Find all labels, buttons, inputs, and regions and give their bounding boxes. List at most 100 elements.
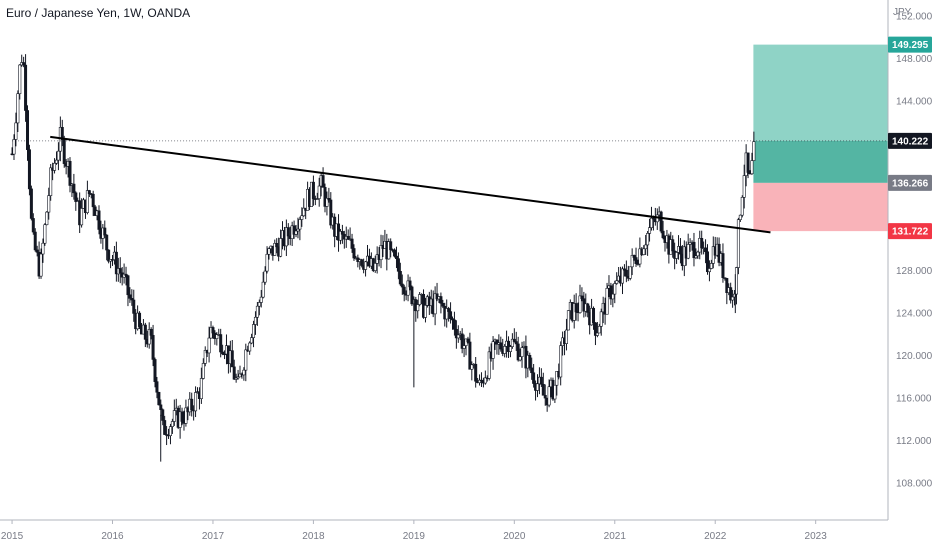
profit-zone[interactable] (753, 140, 888, 183)
candle-body (516, 343, 520, 361)
candle-body (408, 280, 412, 288)
candle-body (68, 160, 72, 186)
time-tick-label: 2016 (101, 531, 124, 542)
candle-body (263, 270, 267, 283)
price-badges: 149.295 140.222 136.266 131.722 (888, 36, 932, 240)
candle-body (321, 175, 325, 188)
candle-body (259, 296, 263, 303)
candle-body (296, 228, 300, 232)
candle-body (298, 219, 302, 230)
candle-body (541, 383, 545, 396)
time-tick-label: 2018 (302, 531, 325, 542)
candle-body (184, 407, 188, 424)
price-tick-label: 144.000 (896, 96, 932, 107)
candle-body (456, 334, 460, 339)
candle-body (207, 337, 211, 354)
candle-body (244, 349, 248, 371)
candle-body (740, 197, 744, 216)
candle-body (143, 324, 147, 340)
candle-body (327, 198, 331, 201)
candle-body (236, 376, 240, 379)
stop-zone[interactable] (753, 182, 888, 232)
candle-body (346, 236, 350, 240)
candle-body (396, 258, 400, 272)
candle-body (597, 325, 601, 334)
candle-body (746, 152, 750, 173)
candle-body (168, 426, 172, 436)
candle-body (611, 293, 615, 300)
candle-body (729, 287, 733, 301)
candle-body (317, 185, 321, 199)
candle-body (514, 341, 518, 345)
candle-body (33, 231, 37, 251)
candle-body (491, 341, 495, 359)
time-tick-label: 2023 (805, 531, 828, 542)
position-zones[interactable] (753, 44, 888, 232)
candle-body (574, 303, 578, 313)
trend-lines[interactable] (12, 135, 888, 234)
candle-body (628, 266, 632, 279)
candle-body (74, 192, 78, 202)
candle-body (605, 287, 609, 315)
stop-price-badge (888, 223, 932, 240)
time-axis[interactable]: 2015 2016 2017 2018 2019 2020 2021 2022 2023 (0, 519, 888, 542)
candle-body (394, 255, 398, 259)
candle-body (338, 231, 342, 241)
candle-body (350, 238, 354, 249)
candle-body (103, 227, 107, 236)
candle-body (128, 294, 132, 299)
candle-body (238, 373, 242, 378)
candle-body (566, 310, 570, 331)
candle-body (580, 295, 584, 299)
candle-body (29, 188, 33, 219)
candle-body (503, 346, 507, 354)
candle-body (644, 244, 648, 250)
candle-body (599, 311, 603, 327)
candle-body (232, 366, 236, 380)
candle-body (203, 350, 207, 364)
price-tick-label: 112.000 (896, 436, 932, 447)
candle-body (43, 224, 47, 244)
candle-body (642, 248, 646, 255)
candle-body (45, 211, 49, 226)
candle-body (163, 420, 167, 435)
candle-body (460, 333, 464, 349)
entry-price-badge (888, 174, 932, 191)
candle-body (398, 271, 402, 285)
candle-body (323, 187, 327, 207)
candle-body (731, 296, 735, 301)
candle-body (35, 249, 39, 253)
candle-body (373, 263, 377, 271)
candle-body (466, 338, 470, 343)
candle-body (441, 303, 445, 307)
candle-body (114, 251, 118, 275)
candle-body (292, 225, 296, 235)
candle-body (16, 93, 20, 124)
candle-body (721, 253, 725, 278)
candle-body (445, 308, 449, 320)
candle-body (400, 283, 404, 288)
candle-body (49, 167, 53, 196)
candle-body (447, 308, 451, 312)
price-tick-label: 148.000 (896, 54, 932, 65)
candle-body (250, 337, 254, 344)
candle-body (340, 231, 344, 235)
candle-body (155, 381, 159, 393)
target-zone[interactable] (753, 44, 888, 141)
price-axis[interactable]: 152.000148.000144.000140.000136.000132.0… (887, 0, 932, 520)
candle-body (273, 243, 277, 256)
candle-body (194, 392, 198, 412)
candle-body (707, 268, 711, 273)
candle-body (539, 376, 543, 385)
candle-body (91, 193, 95, 208)
candle-body (124, 273, 128, 277)
candle-body (418, 294, 422, 305)
candle-body (738, 214, 742, 220)
candle-body (22, 62, 26, 66)
candle-body (172, 410, 176, 422)
candle-body (126, 275, 130, 296)
candle-body (252, 324, 256, 338)
trendline[interactable] (50, 135, 771, 234)
candle-body (651, 217, 655, 220)
